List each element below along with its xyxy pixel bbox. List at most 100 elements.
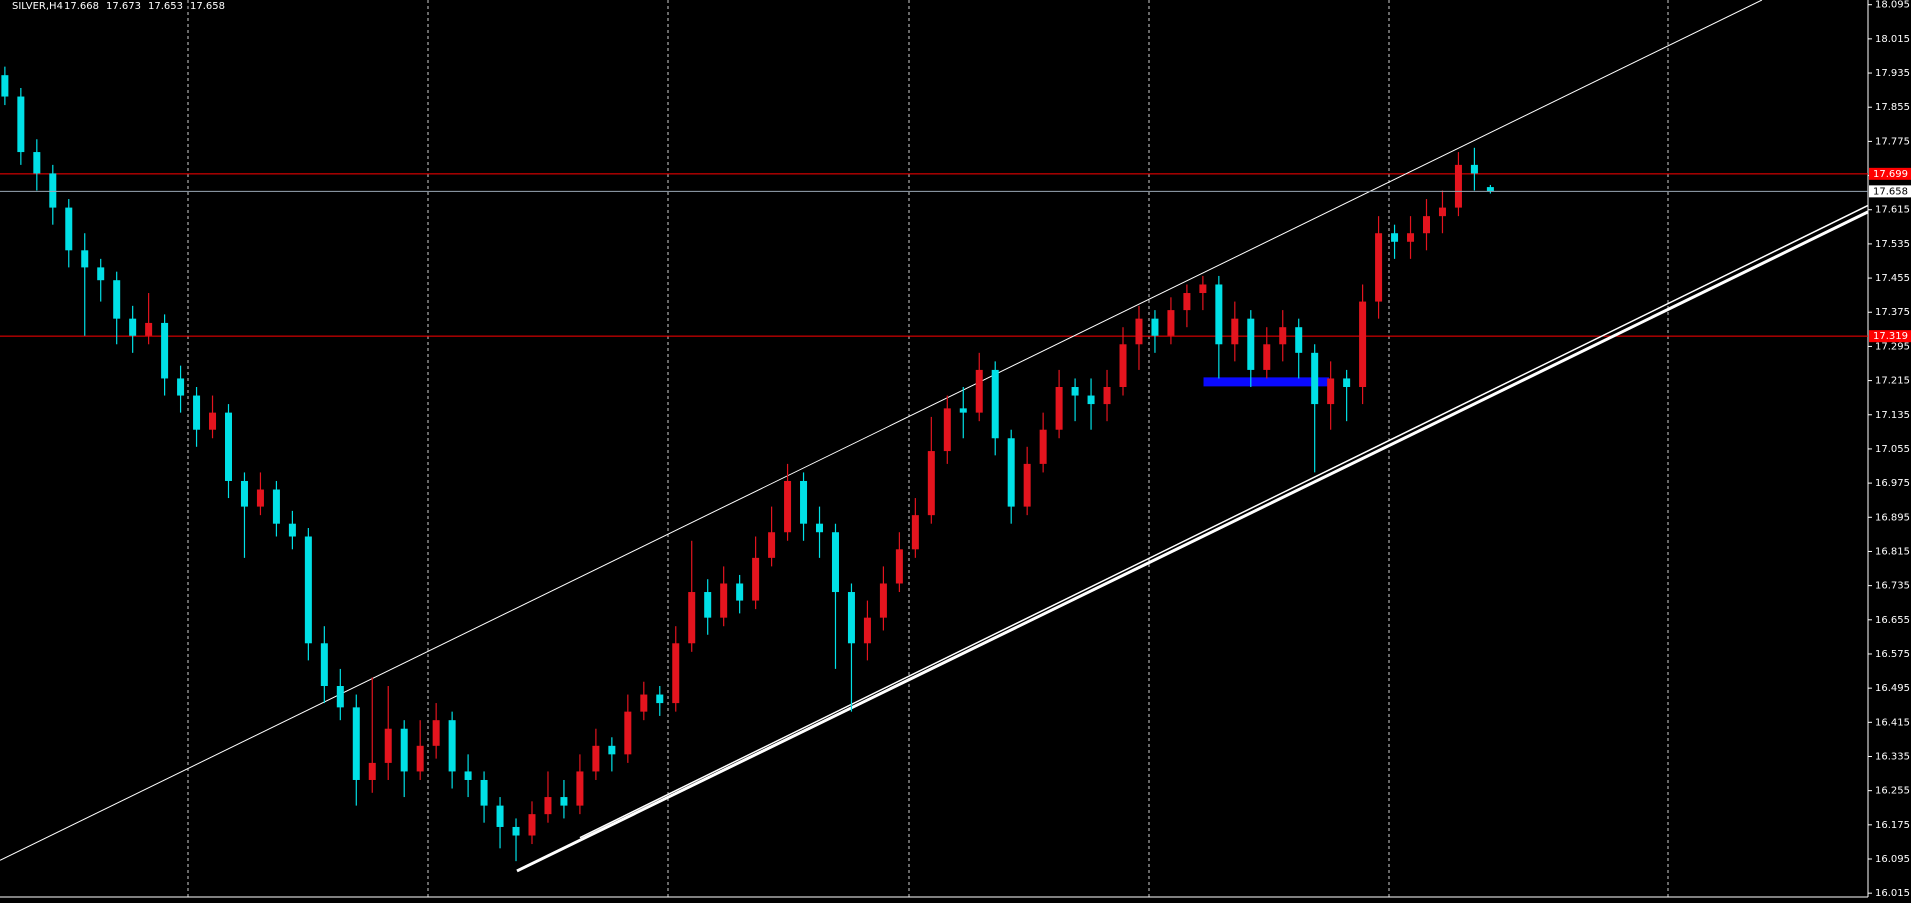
candle-body <box>1 75 9 97</box>
candle-body <box>1199 284 1207 294</box>
y-tick-label: 17.535 <box>1875 239 1910 250</box>
candle-body <box>352 707 360 780</box>
candle-body <box>704 592 712 618</box>
candle-body <box>528 814 536 836</box>
candle-body <box>1327 378 1335 405</box>
candle-body <box>224 412 232 481</box>
candle-body <box>1359 301 1367 387</box>
candle-body <box>991 369 999 439</box>
candle-body <box>320 643 328 687</box>
candle-body <box>640 694 648 712</box>
y-tick-label: 17.775 <box>1875 136 1910 147</box>
y-tick-label: 17.375 <box>1875 307 1910 318</box>
candle-body <box>1470 164 1478 174</box>
y-tick-label: 16.335 <box>1875 751 1910 762</box>
candle-body <box>1454 164 1462 208</box>
candle-body <box>943 408 951 452</box>
candle-body <box>1215 284 1223 345</box>
candle-body <box>272 489 280 524</box>
candle-body <box>65 207 73 251</box>
candle-body <box>1039 429 1047 464</box>
y-tick-label: 16.015 <box>1875 888 1910 899</box>
candle-body <box>800 480 808 524</box>
candle-body <box>1167 310 1175 336</box>
candle-body <box>656 694 664 704</box>
trendline <box>0 0 1763 861</box>
candle-body <box>1119 344 1127 387</box>
candle-body <box>113 280 121 319</box>
y-tick-label: 17.295 <box>1875 341 1910 352</box>
level-label: 17.699 <box>1873 169 1908 180</box>
y-tick-label: 17.855 <box>1875 102 1910 113</box>
candle-body <box>688 592 696 644</box>
y-tick-label: 17.615 <box>1875 205 1910 216</box>
candle-body <box>1247 318 1255 370</box>
header-open: 17.668 <box>64 1 99 12</box>
candle-body <box>384 728 392 763</box>
candle-body <box>1343 378 1351 387</box>
candle-body <box>129 318 137 336</box>
y-tick-label: 16.895 <box>1875 512 1910 523</box>
y-tick-label: 18.015 <box>1875 34 1910 45</box>
candle-body <box>1295 327 1303 353</box>
candle-body <box>1103 387 1111 405</box>
y-tick-label: 16.815 <box>1875 546 1910 557</box>
bid-label-box <box>1869 185 1911 198</box>
candle-body <box>304 536 312 644</box>
candle-body <box>927 451 935 516</box>
candle-body <box>672 643 680 704</box>
candle-body <box>432 720 440 746</box>
candle-body <box>464 771 472 780</box>
candle-body <box>720 583 728 618</box>
candle-body <box>448 720 456 772</box>
y-tick-label: 17.055 <box>1875 444 1910 455</box>
candle-body <box>768 532 776 558</box>
candle-body <box>959 408 967 413</box>
candle-body <box>831 532 839 593</box>
chart-title: SILVER,H4 <box>12 1 63 12</box>
candle-body <box>1151 318 1159 336</box>
candle-body <box>1311 352 1319 405</box>
candle-body <box>193 395 201 430</box>
candle-body <box>784 480 792 533</box>
y-tick-label: 16.575 <box>1875 649 1910 660</box>
candle-body <box>368 762 376 780</box>
candle-body <box>1375 233 1383 302</box>
y-tick-label: 16.975 <box>1875 478 1910 489</box>
candle-body <box>847 592 855 644</box>
candle-body <box>1087 395 1095 405</box>
candle-body <box>736 583 744 601</box>
candle-body <box>1183 293 1191 311</box>
y-tick-label: 16.095 <box>1875 854 1910 865</box>
candle-body <box>879 583 887 618</box>
level-label-box <box>1869 167 1911 180</box>
candle-body <box>1023 463 1031 507</box>
candle-body <box>512 826 520 836</box>
candle-body <box>1422 216 1430 234</box>
candle-body <box>975 369 983 413</box>
candle-body <box>911 515 919 550</box>
level-label-box <box>1869 330 1911 343</box>
y-tick-label: 17.135 <box>1875 410 1910 421</box>
header-high: 17.673 <box>106 1 141 12</box>
y-tick-label: 17.455 <box>1875 273 1910 284</box>
candle-body <box>1135 318 1143 345</box>
candle-body <box>81 250 89 268</box>
trendline <box>516 210 1869 873</box>
y-tick-label: 17.935 <box>1875 68 1910 79</box>
y-tick-label: 16.495 <box>1875 683 1910 694</box>
y-tick-label: 16.655 <box>1875 615 1910 626</box>
candle-body <box>240 480 248 507</box>
candle-body <box>209 412 217 430</box>
candle-body <box>145 322 153 336</box>
candle-body <box>1279 327 1287 345</box>
candle-body <box>288 523 296 537</box>
trendline <box>579 204 1869 839</box>
candle-body <box>1391 233 1399 242</box>
candle-body <box>97 267 105 281</box>
bid-label: 17.658 <box>1873 186 1908 197</box>
y-tick-label: 16.255 <box>1875 786 1910 797</box>
candle-body <box>544 797 552 815</box>
candle-body <box>895 549 903 584</box>
